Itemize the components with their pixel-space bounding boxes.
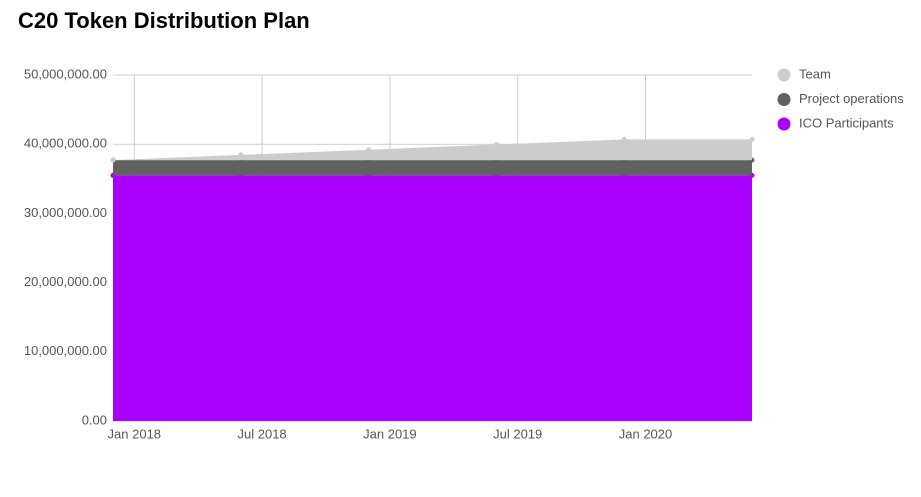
x-tick-label: Jan 2020: [619, 426, 673, 441]
legend-marker: [777, 93, 791, 106]
legend-marker: [777, 117, 791, 131]
y-tick-label: 20,000,000.00: [24, 274, 107, 289]
y-tick-label: 10,000,000.00: [24, 343, 107, 358]
point: [749, 136, 755, 142]
point: [493, 142, 499, 148]
x-tick-label: Jan 2018: [108, 426, 162, 441]
point: [366, 147, 372, 153]
x-tick-label: Jul 2019: [493, 426, 542, 441]
area: [113, 139, 752, 161]
y-tick-label: 40,000,000.00: [24, 136, 107, 151]
point: [110, 157, 116, 163]
legend-marker: [777, 68, 791, 82]
legend-label: Project operations: [799, 91, 904, 106]
legend-label: Team: [799, 66, 831, 81]
y-tick-label: 0.00: [82, 412, 107, 427]
legend-label: ICO Participants: [799, 115, 894, 130]
x-tick-label: Jan 2019: [363, 426, 417, 441]
x-tick-label: Jul 2018: [238, 426, 287, 441]
area: [113, 160, 752, 176]
chart-title: C20 Token Distribution Plan: [18, 8, 310, 33]
y-tick-label: 30,000,000.00: [24, 205, 107, 220]
area: [113, 175, 752, 421]
point: [238, 152, 244, 158]
point: [621, 136, 627, 142]
y-tick-label: 50,000,000.00: [24, 66, 107, 81]
